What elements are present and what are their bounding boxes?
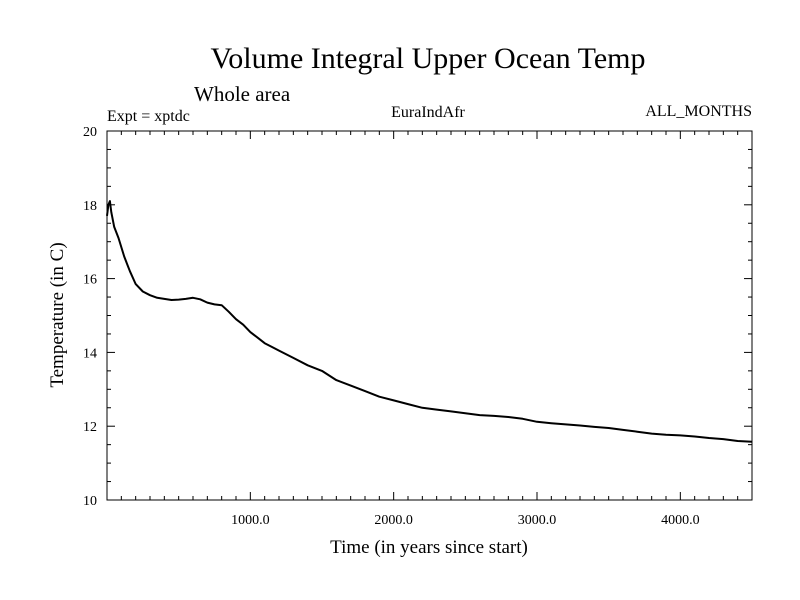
y-tick-label: 20 bbox=[83, 125, 97, 140]
y-tick-labels: 10 12 14 16 18 20 bbox=[83, 125, 97, 509]
x-axis-label: Time (in years since start) bbox=[330, 537, 528, 558]
y-tick-label: 18 bbox=[83, 199, 97, 214]
x-tick-labels: 1000.0 2000.0 3000.0 4000.0 bbox=[231, 513, 699, 528]
plot-frame bbox=[106, 130, 753, 501]
experiment-label: Expt = xptdc bbox=[107, 108, 190, 125]
x-tick-label: 4000.0 bbox=[661, 513, 700, 528]
y-tick-label: 12 bbox=[83, 420, 97, 435]
y-axis-label: Temperature (in C) bbox=[47, 242, 68, 387]
chart-title: Volume Integral Upper Ocean Temp bbox=[211, 42, 646, 75]
chart-subtitle: Whole area bbox=[194, 82, 291, 106]
x-tick-label: 3000.0 bbox=[518, 513, 557, 528]
axis-ticks bbox=[107, 131, 752, 500]
y-tick-label: 16 bbox=[83, 273, 97, 288]
months-label: ALL_MONTHS bbox=[645, 103, 752, 120]
y-tick-label: 14 bbox=[83, 346, 97, 361]
y-tick-label: 10 bbox=[83, 494, 97, 509]
region-label: EuraIndAfr bbox=[391, 104, 465, 121]
temperature-series-line bbox=[106, 200, 753, 443]
x-tick-label: 1000.0 bbox=[231, 513, 270, 528]
x-tick-label: 2000.0 bbox=[374, 513, 413, 528]
